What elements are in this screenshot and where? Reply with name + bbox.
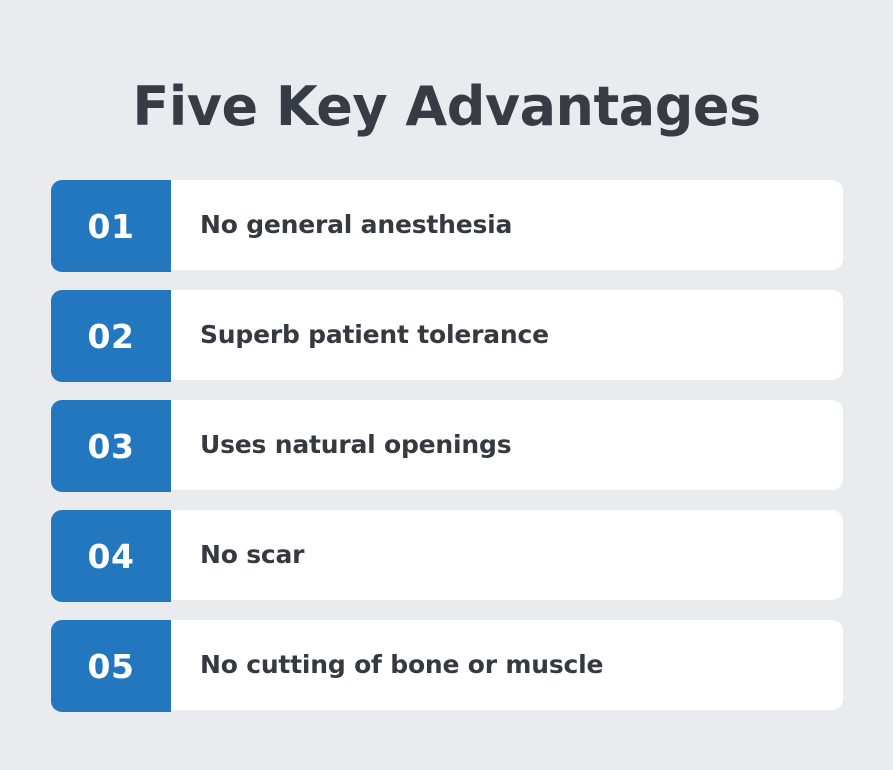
item-card: No general anesthesia [171, 180, 843, 270]
item-number-label: 03 [87, 426, 135, 466]
page-title: Five Key Advantages [132, 75, 761, 138]
advantages-list: 01 No general anesthesia 02 Superb patie… [51, 180, 843, 712]
item-number-badge: 04 [51, 510, 171, 602]
item-text-label: Superb patient tolerance [200, 320, 549, 349]
item-text-label: Uses natural openings [200, 430, 512, 459]
item-number-label: 02 [87, 316, 135, 356]
item-number-label: 04 [87, 536, 135, 576]
item-text-label: No general anesthesia [200, 210, 513, 239]
list-item[interactable]: 04 No scar [51, 510, 843, 602]
item-card: Superb patient tolerance [171, 290, 843, 380]
item-number-badge: 03 [51, 400, 171, 492]
item-card: No scar [171, 510, 843, 600]
item-number-label: 01 [87, 206, 135, 246]
item-card: Uses natural openings [171, 400, 843, 490]
item-number-label: 05 [87, 646, 135, 686]
item-number-badge: 01 [51, 180, 171, 272]
item-card: No cutting of bone or muscle [171, 620, 843, 710]
list-item[interactable]: 03 Uses natural openings [51, 400, 843, 492]
item-number-badge: 05 [51, 620, 171, 712]
list-item[interactable]: 01 No general anesthesia [51, 180, 843, 272]
item-number-badge: 02 [51, 290, 171, 382]
list-item[interactable]: 02 Superb patient tolerance [51, 290, 843, 382]
list-item[interactable]: 05 No cutting of bone or muscle [51, 620, 843, 712]
item-text-label: No cutting of bone or muscle [200, 650, 604, 679]
item-text-label: No scar [200, 540, 305, 569]
